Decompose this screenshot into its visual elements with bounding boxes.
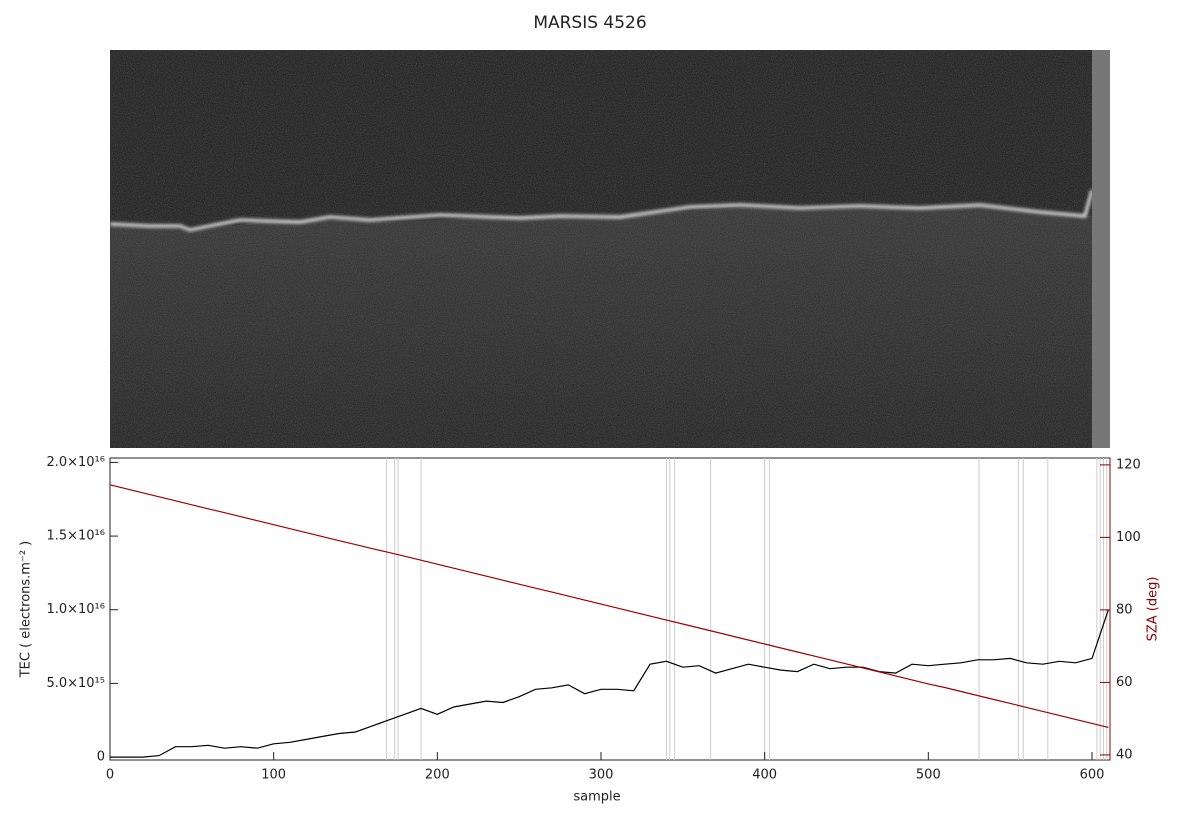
radargram <box>109 50 1110 448</box>
x-tick-label: 400 <box>752 768 777 783</box>
y2-tick-label: 80 <box>1116 602 1133 617</box>
y2-tick-label: 60 <box>1116 675 1133 690</box>
x-tick-label: 200 <box>425 768 450 783</box>
series-line <box>109 484 1109 728</box>
x-tick-label: 300 <box>589 768 614 783</box>
y-tick-label: 1.5×10¹⁶ <box>46 529 105 544</box>
plot-frame <box>109 457 1111 761</box>
series-line <box>110 609 1109 758</box>
x-tick-label: 0 <box>106 768 114 783</box>
y-axis-title: TEC ( electrons.m⁻² ) <box>19 541 34 679</box>
y2-axis-title: SZA (deg) <box>1146 577 1161 642</box>
y2-tick-label: 120 <box>1116 457 1141 472</box>
y2-tick-label: 40 <box>1116 747 1133 762</box>
y-tick-label: 1.0×10¹⁶ <box>46 602 105 617</box>
y-tick-label: 2.0×10¹⁶ <box>46 455 105 470</box>
x-tick-label: 600 <box>1080 768 1105 783</box>
x-tick-label: 500 <box>916 768 941 783</box>
y-tick-label: 5.0×10¹⁵ <box>46 676 105 691</box>
chart-title: MARSIS 4526 <box>533 13 646 33</box>
x-axis-title: sample <box>573 790 620 805</box>
y2-tick-label: 100 <box>1116 530 1141 545</box>
x-tick-label: 100 <box>261 768 286 783</box>
y-tick-label: 0 <box>97 750 105 765</box>
